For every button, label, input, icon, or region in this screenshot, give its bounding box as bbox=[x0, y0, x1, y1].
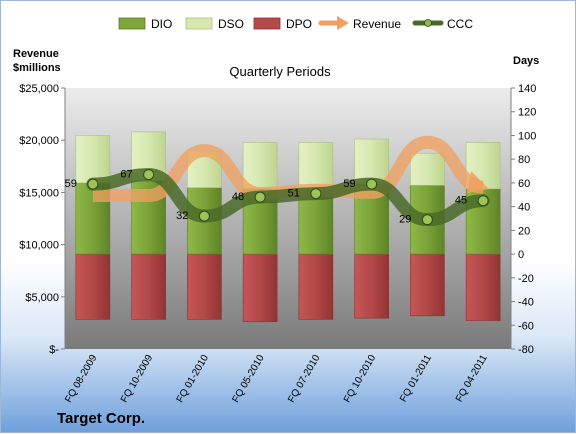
x-tick-label: FQ 05-2010 bbox=[231, 353, 267, 405]
x-tick-label: FQ 01-2010 bbox=[175, 353, 211, 405]
bar-dso bbox=[354, 138, 389, 185]
legend-line-icon bbox=[412, 19, 444, 27]
bar-dpo bbox=[242, 253, 278, 323]
ccc-point bbox=[87, 178, 99, 190]
left-axis-title-line1: Revenue bbox=[13, 48, 59, 60]
legend-swatch-dpo bbox=[253, 17, 281, 30]
ccc-point bbox=[310, 188, 322, 200]
bar-dio bbox=[298, 189, 334, 255]
company-name: Target Corp. bbox=[57, 410, 145, 427]
left-tick-label: $20,000 bbox=[19, 135, 59, 147]
x-tick-label: FQ 04-2011 bbox=[454, 353, 490, 404]
legend-label-dso: DSO bbox=[218, 17, 244, 31]
right-tick-label: 60 bbox=[518, 178, 530, 190]
left-axis: $- $5,000 $10,000 $15,000 $20,000 $25,000 bbox=[19, 83, 66, 356]
ccc-point bbox=[254, 191, 266, 203]
bar-dpo bbox=[354, 253, 389, 319]
x-axis-labels: FQ 08-2009 FQ 10-2009 FQ 01-2010 FQ 05-2010… bbox=[63, 353, 490, 405]
legend-label-revenue: Revenue bbox=[353, 17, 401, 31]
revenue-arrowhead bbox=[467, 171, 490, 194]
right-tick-label: -60 bbox=[518, 320, 534, 332]
bar-dpo bbox=[75, 253, 111, 320]
right-tick-label: -80 bbox=[518, 344, 534, 356]
ccc-data-label: 29 bbox=[399, 214, 411, 226]
bar-dso bbox=[75, 135, 111, 184]
right-tick-label: 140 bbox=[518, 83, 536, 95]
ccc-data-label: 51 bbox=[288, 188, 300, 200]
right-tick-label: 120 bbox=[518, 107, 536, 119]
left-tick-label: $25,000 bbox=[19, 83, 59, 95]
right-tick-label: 40 bbox=[518, 202, 530, 214]
right-axis-title: Days bbox=[513, 55, 539, 67]
ccc-data-label: 67 bbox=[120, 169, 132, 181]
right-tick-label: 100 bbox=[518, 130, 536, 142]
ccc-data-label: 45 bbox=[455, 195, 467, 207]
ccc-data-label: 32 bbox=[176, 210, 188, 222]
bar-dpo bbox=[187, 253, 222, 320]
x-tick-label: FQ 07-2010 bbox=[286, 353, 322, 405]
left-tick-label: $10,000 bbox=[19, 240, 59, 252]
revenue-segment bbox=[147, 144, 206, 203]
legend-swatch-dio bbox=[118, 17, 146, 30]
bar-dpo bbox=[131, 253, 166, 320]
left-tick-label: $- bbox=[49, 344, 59, 356]
right-axis: -80 -60 -40 -20 0 20 40 60 80 100 120 140 bbox=[510, 83, 536, 356]
ccc-line bbox=[86, 168, 490, 227]
legend-arrow-icon bbox=[318, 16, 349, 30]
ccc-data-label: 59 bbox=[65, 178, 77, 190]
right-tick-label: 0 bbox=[518, 249, 524, 261]
bars-group bbox=[75, 131, 501, 323]
bar-dso bbox=[298, 142, 334, 191]
legend: DIO DSO DPO Revenue CCC bbox=[118, 16, 473, 31]
bar-dpo bbox=[410, 253, 445, 317]
ccc-point bbox=[421, 214, 433, 226]
ccc-point bbox=[198, 210, 210, 222]
right-tick-label: -20 bbox=[518, 273, 534, 285]
ccc-line-group: 59 67 32 48 51 59 29 45 bbox=[65, 168, 490, 227]
left-tick-label: $5,000 bbox=[25, 292, 59, 304]
legend-label-ccc: CCC bbox=[447, 17, 473, 31]
legend-label-dio: DIO bbox=[151, 17, 172, 31]
right-tick-label: -40 bbox=[518, 297, 534, 309]
bar-dso bbox=[242, 142, 278, 190]
ccc-point bbox=[477, 195, 489, 207]
bar-dso bbox=[410, 152, 445, 186]
left-tick-label: $15,000 bbox=[19, 187, 59, 199]
ccc-point bbox=[143, 169, 155, 181]
x-tick-label: FQ 01-2011 bbox=[398, 353, 434, 404]
legend-label-dpo: DPO bbox=[286, 17, 312, 31]
right-tick-label: 20 bbox=[518, 225, 530, 237]
left-axis-title-line2: $millions bbox=[13, 62, 61, 74]
chart-title: Quarterly Periods bbox=[229, 64, 331, 79]
legend-swatch-dso bbox=[185, 17, 213, 30]
ccc-point bbox=[366, 178, 378, 190]
ccc-data-label: 59 bbox=[343, 178, 355, 190]
x-tick-label: FQ 10-2010 bbox=[342, 353, 378, 405]
bar-dpo bbox=[465, 253, 501, 321]
bar-dpo bbox=[298, 253, 334, 320]
x-tick-label: FQ 10-2009 bbox=[119, 353, 155, 405]
ccc-data-label: 48 bbox=[232, 191, 244, 203]
right-tick-label: 80 bbox=[518, 154, 530, 166]
x-tick-label: FQ 08-2009 bbox=[63, 353, 99, 405]
